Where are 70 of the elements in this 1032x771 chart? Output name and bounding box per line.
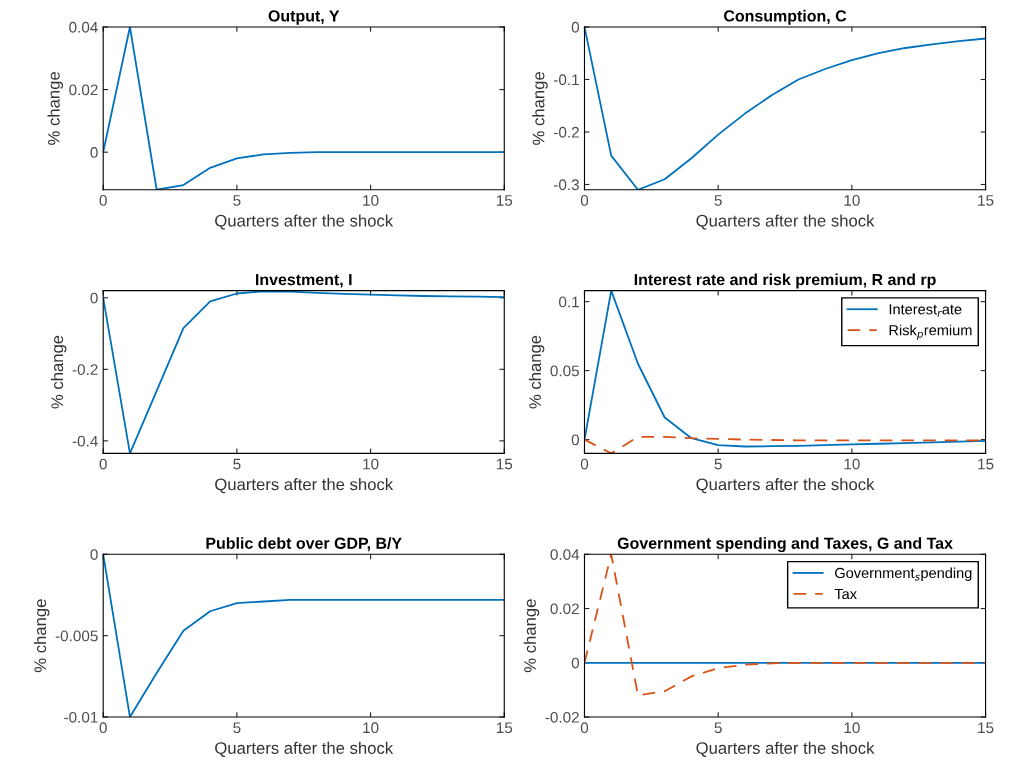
x-tick-label: 5	[714, 195, 722, 206]
x-tick-label: 0	[580, 458, 589, 470]
x-tick-label: 10	[363, 195, 379, 206]
x-tick-label: 15	[978, 195, 994, 206]
y-tick-label: 0	[571, 21, 580, 33]
x-tick-label: 5	[714, 458, 722, 470]
y-tick-label: 0.04	[69, 21, 98, 33]
x-tick-label: 10	[844, 458, 860, 470]
legend-label: Interest$_{r}$ate	[889, 304, 962, 317]
x-tick-label: 15	[496, 458, 513, 470]
y-axis-title: % change	[33, 599, 50, 673]
x-tick-label: 10	[363, 458, 379, 470]
line-series	[103, 290, 505, 454]
line-series	[103, 26, 505, 190]
x-tick-label: 10	[363, 722, 379, 734]
y-tick-label: 0.02	[69, 84, 98, 96]
y-tick-label: 0	[90, 292, 98, 304]
chart-title: Investment, I	[255, 274, 352, 288]
y-tick-label: -0.2	[72, 364, 98, 376]
y-axis-title: % change	[47, 72, 64, 145]
y-axis-title: % change	[50, 335, 67, 409]
chart-title: Interest rate and risk premium, R and rp	[634, 273, 936, 289]
y-tick-label: 0.04	[550, 549, 580, 560]
x-tick-label: 5	[233, 722, 241, 734]
chart-title: Output, Y	[268, 10, 340, 25]
legend-label: Government$_{s}$pending	[835, 567, 972, 581]
x-axis-title: Quarters after the shock	[696, 214, 875, 230]
x-tick-label: 15	[496, 195, 513, 206]
y-axis-title: % change	[528, 335, 545, 409]
chart-title: Public debt over GDP, B/Y	[206, 537, 402, 552]
x-tick-label: 15	[978, 458, 994, 470]
x-tick-label: 0	[580, 722, 589, 734]
x-tick-label: 15	[496, 722, 513, 734]
line-series	[584, 26, 986, 190]
x-tick-label: 0	[99, 722, 107, 734]
y-tick-label: -0.005	[55, 630, 98, 642]
x-axis-title: Quarters after the shock	[696, 478, 875, 494]
x-tick-label: 5	[233, 195, 241, 206]
y-tick-label: 0	[571, 657, 580, 669]
x-axis-title: Quarters after the shock	[215, 214, 394, 230]
x-tick-label: 0	[99, 195, 107, 206]
y-tick-label: -0.01	[64, 711, 98, 723]
x-tick-label: 15	[978, 722, 994, 734]
chart-title: Government spending and Taxes, G and Tax	[617, 537, 953, 553]
y-tick-label: -0.4	[72, 435, 98, 447]
x-tick-label: 0	[580, 195, 589, 206]
x-tick-label: 10	[844, 195, 860, 206]
y-tick-label: 0	[90, 549, 98, 560]
chart-title: Consumption, C	[724, 9, 847, 25]
x-tick-label: 0	[99, 458, 107, 470]
legend-label: Risk$_{p}$remium	[889, 324, 972, 340]
y-axis-title: % change	[523, 599, 540, 673]
y-tick-label: 0	[90, 147, 98, 158]
y-tick-label: 0.1	[558, 296, 579, 308]
y-tick-label: -0.3	[553, 179, 579, 191]
y-tick-label: 0.05	[550, 365, 579, 377]
y-tick-label: -0.02	[545, 711, 579, 723]
y-axis-title: % change	[532, 72, 548, 145]
x-tick-label: 5	[233, 458, 241, 470]
x-axis-title: Quarters after the shock	[215, 478, 394, 494]
legend-label: Tax	[834, 588, 857, 600]
y-tick-label: 0.02	[550, 603, 579, 615]
y-tick-label: -0.1	[553, 74, 579, 86]
x-axis-title: Quarters after the shock	[696, 741, 875, 757]
x-tick-label: 10	[844, 722, 860, 734]
x-axis-title: Quarters after the shock	[215, 741, 394, 757]
y-tick-label: -0.2	[553, 126, 579, 138]
line-series	[103, 554, 505, 718]
x-tick-label: 5	[714, 722, 722, 734]
y-tick-label: 0	[571, 434, 580, 446]
